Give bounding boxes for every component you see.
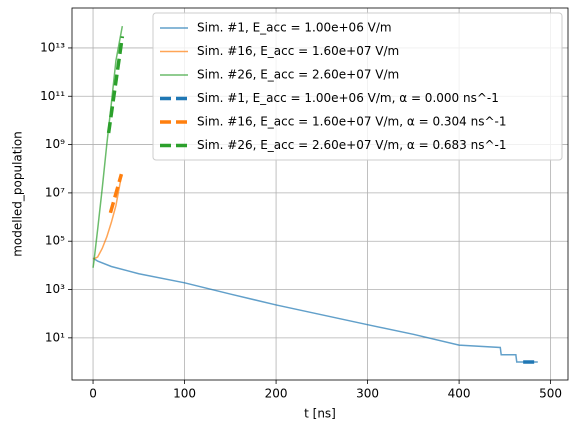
y-tick-label: 10¹: [45, 330, 65, 344]
x-tick-label: 400: [448, 387, 471, 401]
fit-line: [108, 173, 124, 214]
x-tick-label: 0: [89, 387, 97, 401]
x-tick-label: 100: [173, 387, 196, 401]
series-line: [92, 25, 124, 268]
x-axis-label: t [ns]: [304, 407, 336, 421]
legend-label: Sim. #16, E_acc = 1.60e+07 V/m, α = 0.30…: [197, 115, 507, 129]
x-tick-label: 300: [356, 387, 379, 401]
legend: Sim. #1, E_acc = 1.00e+06 V/m Sim. #16, E…: [152, 12, 563, 161]
y-tick-label: 10¹¹: [40, 89, 65, 103]
legend-label: Sim. #26, E_acc = 2.60e+07 V/m: [197, 68, 399, 82]
series-line: [92, 175, 123, 260]
legend-label: Sim. #16, E_acc = 1.60e+07 V/m: [197, 44, 399, 58]
y-tick-label: 10¹³: [40, 40, 65, 54]
plot-frame: [71, 7, 569, 381]
y-axis-label: modelled_population: [11, 131, 25, 257]
y-tick-label: 10³: [45, 282, 65, 296]
x-tick-label: 500: [539, 387, 562, 401]
y-tick-label: 10⁵: [45, 234, 65, 248]
y-tick-label: 10⁷: [45, 185, 65, 199]
legend-label: Sim. #1, E_acc = 1.00e+06 V/m, α = 0.000…: [197, 91, 499, 105]
x-tick-label: 200: [265, 387, 288, 401]
fit-line: [106, 36, 125, 134]
legend-box: [152, 12, 563, 161]
legend-label: Sim. #26, E_acc = 2.60e+07 V/m, α = 0.68…: [197, 138, 507, 152]
legend-label: Sim. #1, E_acc = 1.00e+06 V/m: [197, 21, 392, 35]
series-line: [92, 257, 538, 363]
y-tick-label: 10⁹: [45, 137, 65, 151]
